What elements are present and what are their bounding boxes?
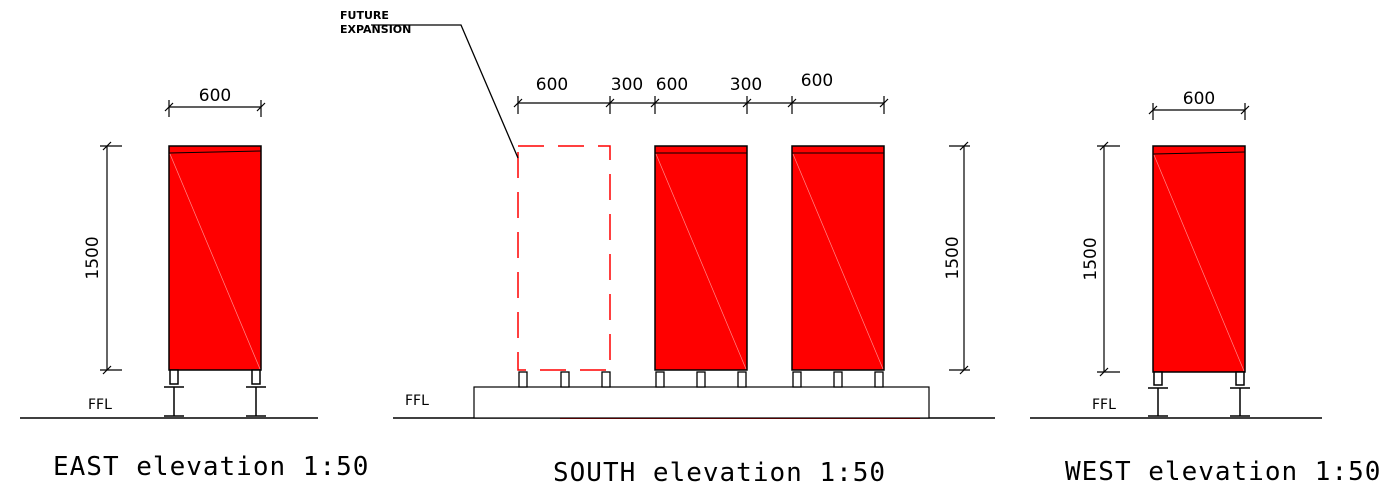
future-expansion-panel [517, 145, 611, 371]
south-panel-right [791, 145, 885, 371]
east-panel [168, 145, 262, 371]
south-dim-1: 600 [536, 75, 568, 95]
east-support-feet [164, 369, 266, 417]
future-expansion-leader [371, 24, 519, 159]
west-elevation: FFL 600 1500 WEST elevation 1:50 [1030, 89, 1379, 487]
east-width-dimension [164, 100, 266, 117]
east-height-dimension [100, 141, 122, 375]
south-ffl-label: FFL [405, 393, 429, 409]
south-dim-5: 600 [801, 71, 833, 91]
east-title: EAST elevation 1:50 [53, 452, 369, 482]
south-height-label: 1500 [943, 236, 963, 279]
south-dim-4: 300 [730, 75, 762, 95]
south-title: SOUTH elevation 1:50 [553, 458, 886, 487]
west-ffl-label: FFL [1092, 397, 1116, 413]
south-plinth [473, 386, 930, 419]
south-width-dimensions [513, 96, 889, 114]
east-width-label: 600 [199, 86, 231, 106]
east-ffl-label: FFL [88, 397, 112, 413]
future-label-line1: FUTURE [340, 9, 389, 22]
west-panel [1152, 145, 1246, 373]
south-panel-middle [654, 145, 748, 371]
east-height-label: 1500 [83, 236, 103, 279]
south-dim-3: 600 [656, 75, 688, 95]
south-height-dimension [949, 141, 970, 375]
south-panel-right-feet [792, 371, 884, 388]
south-elevation: FFL [340, 9, 995, 487]
west-width-label: 600 [1183, 89, 1215, 109]
west-height-dimension [1097, 141, 1120, 377]
west-width-dimension [1148, 103, 1250, 120]
west-support-feet [1148, 371, 1250, 417]
west-title: WEST elevation 1:50 [1065, 457, 1379, 487]
east-elevation: FFL 600 1500 EAST elevation 1:50 [20, 86, 369, 482]
south-dim-2: 300 [611, 75, 643, 95]
south-panel-middle-feet [655, 371, 747, 388]
future-panel-feet [518, 371, 611, 388]
future-label-line2: EXPANSION [340, 23, 411, 36]
west-height-label: 1500 [1081, 237, 1101, 280]
